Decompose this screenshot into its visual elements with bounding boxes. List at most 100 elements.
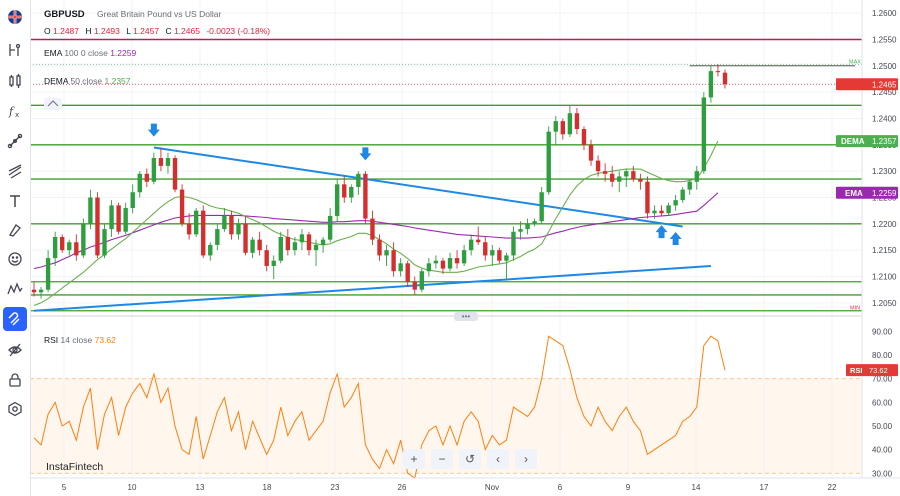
candles-icon[interactable] — [3, 69, 27, 93]
rsi-axis[interactable]: 90.00 80.00 70.00 60.00 50.00 40.00 30.00 — [872, 327, 893, 478]
candle — [109, 200, 114, 237]
hide-icon[interactable] — [3, 338, 27, 362]
candle-body — [271, 260, 276, 266]
axis-tag-background — [836, 186, 898, 199]
candle-body — [412, 281, 417, 290]
collapse-button[interactable] — [44, 98, 62, 110]
candle — [306, 231, 312, 256]
time-tick-label: 10 — [128, 483, 137, 492]
candle-body — [327, 215, 333, 240]
candle — [81, 218, 86, 259]
candle-body — [285, 237, 291, 251]
pane-resize-handle[interactable] — [454, 312, 478, 321]
text-icon[interactable] — [3, 189, 27, 213]
candle — [440, 258, 446, 274]
candle-body — [31, 289, 37, 293]
high-value: 1.2493 — [93, 26, 120, 36]
candle — [60, 234, 65, 253]
candle — [624, 168, 629, 187]
rsi-tick-label: 60.00 — [872, 398, 893, 407]
time-tick-label: 22 — [828, 483, 837, 492]
candle-body — [264, 250, 269, 266]
open-value: 1.2487 — [53, 26, 79, 36]
candle-body — [38, 289, 44, 293]
arrows-group — [147, 123, 682, 245]
rsi-value: 73.62 — [94, 335, 116, 345]
candle — [574, 107, 580, 135]
price-tick-label: 1.2050 — [872, 299, 897, 308]
reset-button[interactable]: ↺ — [459, 449, 481, 469]
rsi-tick-label: 50.00 — [872, 422, 893, 431]
rsi-tag-background — [846, 364, 898, 377]
scroll-left-button[interactable]: ‹ — [487, 449, 509, 469]
rsi-tick-label: 90.00 — [872, 327, 893, 336]
candle — [722, 69, 728, 89]
zoom-in-button[interactable]: + — [403, 449, 425, 469]
emoji-icon[interactable] — [3, 247, 27, 271]
candle-body — [377, 239, 382, 256]
candle — [560, 118, 566, 140]
candle-body — [52, 237, 58, 259]
close-value: 1.2465 — [173, 26, 200, 36]
dema-legend[interactable]: DEMA 50 close 1.2357 — [44, 76, 131, 86]
scroll-right-button[interactable]: › — [515, 449, 537, 469]
candle-body — [306, 234, 312, 251]
candle — [483, 237, 488, 261]
candle — [539, 186, 544, 224]
candle — [349, 184, 354, 203]
flag-icon[interactable] — [3, 5, 27, 29]
axis-value-tag: 1.2465 — [836, 78, 898, 91]
candle-body — [60, 237, 65, 251]
candle-body — [342, 184, 347, 198]
candle-body — [426, 263, 432, 272]
candle — [67, 239, 72, 256]
candle-body — [363, 173, 368, 219]
time-tick-label: 23 — [331, 483, 340, 492]
magnet-icon[interactable] — [3, 307, 27, 331]
plus-icon: + — [410, 452, 418, 466]
candle-body — [546, 131, 551, 193]
candle — [271, 255, 276, 280]
time-tick-label: 5 — [62, 483, 67, 492]
candle — [708, 65, 714, 103]
lock-icon[interactable] — [3, 368, 27, 392]
price-tick-label: 1.2150 — [872, 246, 897, 255]
time-axis[interactable]: 5 10 13 18 23 26 Nov 6 9 14 17 22 — [62, 483, 837, 492]
arrow-down-icon — [147, 123, 160, 137]
zoom-out-button[interactable]: − — [431, 449, 453, 469]
candle-body — [715, 71, 721, 73]
close-label: C — [165, 26, 172, 36]
brush-icon[interactable] — [3, 218, 27, 242]
draw-icon[interactable] — [3, 129, 27, 153]
symbol-name[interactable]: GBPUSD — [44, 9, 85, 20]
settings-icon[interactable] — [3, 397, 27, 421]
candle-body — [67, 242, 72, 251]
candle — [553, 115, 558, 145]
candle-body — [602, 171, 608, 174]
candle-body — [172, 158, 178, 190]
candle-body — [193, 210, 199, 235]
candle-body — [250, 239, 255, 253]
low-label: L — [126, 26, 131, 36]
candle-body — [722, 72, 728, 85]
candle — [391, 242, 396, 277]
candle-body — [215, 229, 220, 245]
ema-legend[interactable]: EMA 100 0 close 1.2259 — [44, 48, 136, 58]
candle — [666, 202, 671, 216]
candle-body — [95, 197, 100, 256]
indicator-icon[interactable] — [3, 38, 27, 62]
candle — [652, 205, 657, 219]
time-tick-label: 17 — [760, 483, 769, 492]
axis-value-tag: DEMA 1.2357 — [836, 135, 898, 148]
candle — [335, 179, 340, 222]
rsi-legend[interactable]: RSI 14 close 73.62 — [44, 335, 116, 345]
candle — [356, 171, 361, 195]
candle — [342, 176, 347, 203]
pattern-icon[interactable] — [3, 277, 27, 301]
candle-body — [356, 173, 361, 187]
candle — [313, 239, 319, 266]
rsi-tick-label: 80.00 — [872, 351, 893, 360]
trendline-icon[interactable] — [3, 159, 27, 183]
rsi-name: RSI — [44, 335, 59, 345]
